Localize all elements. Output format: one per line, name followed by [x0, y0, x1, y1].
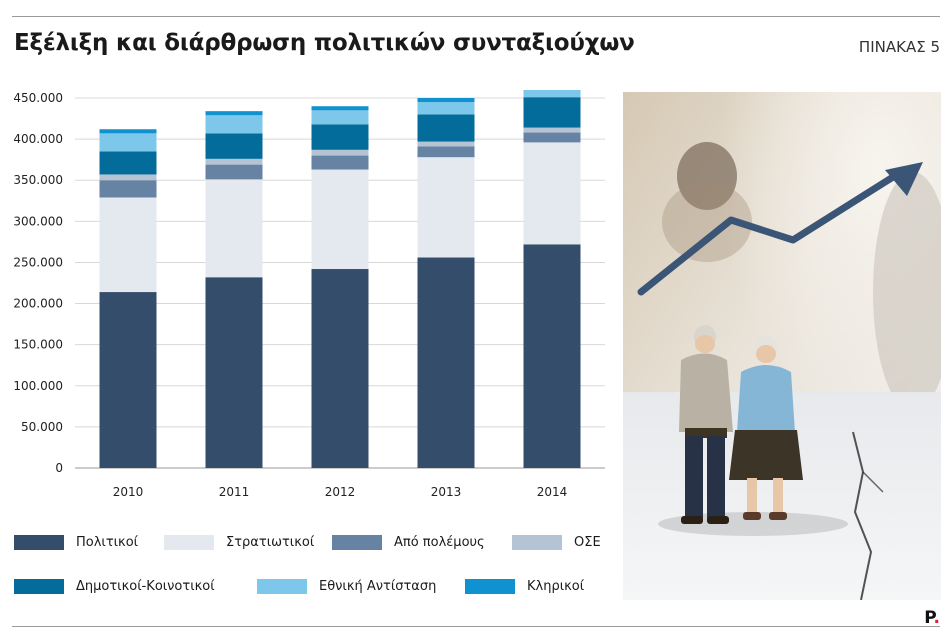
publisher-logo: P.: [924, 608, 940, 628]
legend-label: Εθνική Αντίσταση: [319, 578, 437, 594]
bar-segment: [417, 146, 475, 158]
y-tick-label: 100.000: [13, 379, 63, 393]
legend-swatch: [14, 534, 64, 550]
bar-segment: [523, 132, 581, 143]
bar-segment: [205, 179, 263, 278]
elderly-couple-photo: [623, 92, 941, 600]
y-tick-label: 200.000: [13, 297, 63, 311]
bar-segment: [523, 127, 581, 133]
bar-segment: [205, 133, 263, 159]
legend-item: Κληρικοί: [465, 576, 584, 596]
y-tick-label: 450.000: [13, 91, 63, 105]
bar-segment: [99, 174, 157, 181]
legend-item: Από πολέμους: [332, 532, 485, 552]
chart-title: Εξέλιξη και διάρθρωση πολιτικών συνταξιο…: [14, 30, 635, 56]
bar-segment: [205, 277, 263, 468]
bar-segment: [205, 158, 263, 165]
legend-item: Δημοτικοί-Κοινοτικοί: [14, 576, 215, 596]
legend-swatch: [512, 534, 562, 550]
legend-swatch: [257, 578, 307, 594]
photo-illustration: [623, 92, 941, 600]
top-rule: [12, 16, 940, 17]
legend-item: Πολιτικοί: [14, 532, 138, 552]
bar-segment: [205, 111, 263, 116]
table-number-label: ΠΙΝΑΚΑΣ 5: [858, 38, 940, 56]
chart-legend: Πολιτικοί Στρατιωτικοί Από πολέμους ΟΣΕ Δημο…: [14, 532, 614, 612]
bar-segment: [205, 115, 263, 134]
y-tick-label: 400.000: [13, 132, 63, 146]
bar-segment: [99, 133, 157, 152]
bar-segment: [311, 155, 369, 170]
bar-segment: [311, 110, 369, 125]
bar-segment: [311, 124, 369, 150]
legend-swatch: [332, 534, 382, 550]
y-tick-label: 250.000: [13, 255, 63, 269]
bar-segment: [417, 157, 475, 258]
bar-segment: [523, 97, 581, 128]
bar-segment: [99, 197, 157, 293]
bar-segment: [311, 169, 369, 270]
x-tick-label: 2010: [113, 485, 144, 499]
legend-item: ΟΣΕ: [512, 532, 601, 552]
bar-segment: [99, 151, 157, 175]
bar-segment: [417, 141, 475, 147]
bottom-rule: [12, 626, 940, 627]
legend-swatch: [14, 578, 64, 594]
legend-label: Από πολέμους: [394, 534, 485, 550]
bar-segment: [523, 90, 581, 98]
stacked-bar-chart: 0 50.000 100.000 150.000 200.000 250.000 300.0…: [13, 90, 605, 499]
legend-swatch: [164, 534, 214, 550]
y-tick-label: 150.000: [13, 338, 63, 352]
y-tick-label: 300.000: [13, 214, 63, 228]
y-tick-label: 50.000: [21, 420, 63, 434]
bar-segment: [99, 180, 157, 198]
bar-segment: [523, 244, 581, 468]
x-tick-label: 2011: [219, 485, 250, 499]
legend-label: Στρατιωτικοί: [226, 534, 315, 550]
bar-segment: [417, 257, 475, 468]
x-tick-label: 2014: [537, 485, 568, 499]
bar-segment: [417, 102, 475, 115]
y-tick-label: 0: [55, 461, 63, 475]
legend-swatch: [465, 578, 515, 594]
bar-segment: [311, 106, 369, 111]
bar-segment: [99, 292, 157, 468]
legend-label: Δημοτικοί-Κοινοτικοί: [76, 578, 215, 594]
bar-segment: [417, 114, 475, 142]
legend-label: ΟΣΕ: [574, 534, 601, 550]
bar-segment: [311, 149, 369, 156]
bar-segment: [523, 142, 581, 245]
bar-segment: [311, 269, 369, 468]
bar-segment: [205, 164, 263, 180]
y-tick-label: 350.000: [13, 173, 63, 187]
bar-segment: [99, 129, 157, 134]
legend-label: Κληρικοί: [527, 578, 585, 594]
x-tick-label: 2013: [431, 485, 462, 499]
legend-label: Πολιτικοί: [76, 534, 139, 550]
legend-item: Εθνική Αντίσταση: [257, 576, 436, 596]
legend-item: Στρατιωτικοί: [164, 532, 314, 552]
x-tick-label: 2012: [325, 485, 356, 499]
bar-segment: [417, 98, 475, 103]
